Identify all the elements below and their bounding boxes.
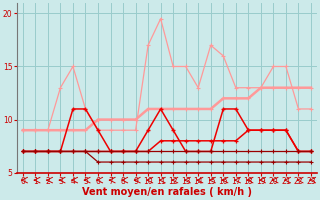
X-axis label: Vent moyen/en rafales ( km/h ): Vent moyen/en rafales ( km/h ) <box>82 187 252 197</box>
